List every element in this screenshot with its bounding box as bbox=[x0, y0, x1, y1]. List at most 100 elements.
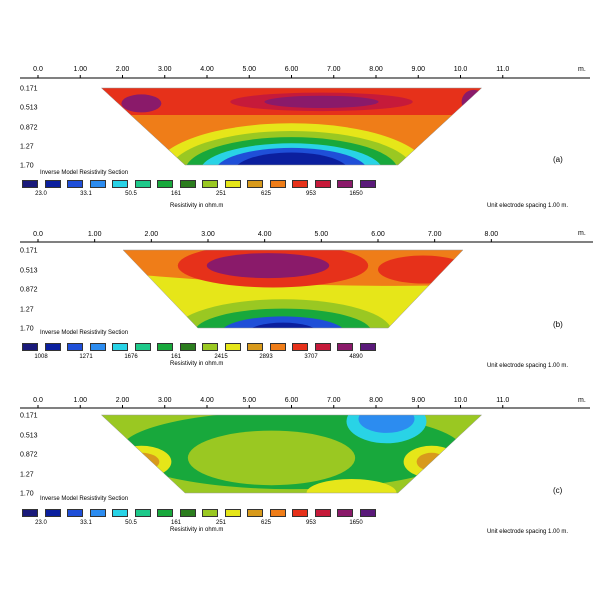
legend-value: 4890 bbox=[349, 354, 363, 360]
legend-swatch bbox=[247, 343, 263, 351]
x-tick-label: 4.00 bbox=[257, 231, 272, 238]
section-fill bbox=[123, 250, 463, 328]
depth-tick-label: 0.872 bbox=[20, 124, 38, 131]
legend-swatch bbox=[44, 343, 61, 351]
legend-caption: Resistivity in ohm.m bbox=[170, 527, 224, 533]
legend-swatch bbox=[67, 180, 83, 188]
section-outline bbox=[122, 249, 464, 329]
depth-tick-label: 1.70 bbox=[20, 162, 34, 170]
legend-swatch bbox=[202, 180, 218, 188]
legend-value: 33.1 bbox=[80, 520, 92, 526]
x-tick-label: 6.00 bbox=[371, 231, 385, 238]
section-title: Inverse Model Resistivity Section bbox=[40, 330, 129, 336]
section-title: Inverse Model Resistivity Section bbox=[40, 170, 129, 176]
legend-value: 953 bbox=[305, 520, 317, 526]
zone-purple bbox=[206, 253, 330, 279]
panel-label: (c) bbox=[553, 486, 563, 495]
legend-swatch bbox=[269, 343, 286, 351]
x-tick-label: 5.00 bbox=[242, 397, 257, 404]
x-unit-label: m. bbox=[578, 397, 586, 404]
legend-swatch bbox=[89, 180, 106, 188]
legend-value: 625 bbox=[260, 191, 272, 197]
depth-tick-label: 1.27 bbox=[20, 306, 34, 313]
legend-swatch bbox=[179, 509, 196, 517]
x-tick-label: 1.00 bbox=[87, 231, 102, 238]
depth-tick-label: 0.171 bbox=[20, 247, 38, 255]
x-tick-label: 8.00 bbox=[369, 397, 383, 404]
legend-swatch bbox=[44, 180, 61, 188]
legend-swatch bbox=[359, 180, 376, 188]
x-tick-label: 10.0 bbox=[453, 397, 468, 404]
panel-a: 0.0 1.00 2.00 3.00 4.00 5.00 6.00 7.00 8.00 9.00 1… bbox=[0, 0, 600, 209]
section-title: Inverse Model Resistivity Section bbox=[40, 496, 129, 502]
depth-tick-label: 0.513 bbox=[20, 432, 38, 439]
legend-swatch bbox=[247, 180, 263, 188]
panel-label: (b) bbox=[553, 320, 563, 329]
legend-swatch bbox=[314, 343, 331, 351]
legend-swatch bbox=[337, 509, 353, 517]
legend-swatch bbox=[292, 509, 308, 517]
x-tick-label: 1.00 bbox=[73, 66, 88, 73]
legend-value: 50.5 bbox=[125, 191, 137, 197]
x-tick-label: 1.00 bbox=[73, 397, 88, 404]
legend-caption: Resistivity in ohm.m bbox=[170, 203, 224, 209]
legend-swatch bbox=[269, 180, 286, 188]
legend-swatch bbox=[314, 509, 331, 517]
legend-swatch bbox=[67, 343, 83, 351]
x-tick-label: 4.00 bbox=[200, 397, 214, 404]
legend-swatch bbox=[359, 509, 376, 517]
legend-swatch bbox=[337, 180, 353, 188]
section-outline bbox=[100, 87, 483, 166]
x-tick-label: 8.00 bbox=[369, 66, 383, 73]
x-tick-label: 11.0 bbox=[496, 397, 510, 404]
legend-swatch bbox=[157, 180, 173, 188]
legend-swatch bbox=[292, 343, 308, 351]
zone-green bbox=[194, 308, 372, 328]
depth-tick-label: 0.872 bbox=[20, 286, 38, 294]
legend-swatch bbox=[134, 180, 151, 188]
x-unit-label: m. bbox=[578, 230, 586, 237]
legend-value: 23.0 bbox=[35, 520, 47, 526]
x-tick-label: 9.00 bbox=[411, 397, 426, 404]
x-tick-label: 7.00 bbox=[326, 66, 341, 73]
spacing-note: Unit electrode spacing 1.00 m. bbox=[486, 363, 568, 369]
spacing-note: Unit electrode spacing 1.00 m. bbox=[486, 203, 568, 209]
legend-swatch bbox=[179, 343, 196, 351]
legend-swatch bbox=[112, 343, 128, 351]
x-tick-label: 2.00 bbox=[115, 66, 130, 73]
zone-blue bbox=[358, 415, 415, 433]
legend-swatch bbox=[224, 509, 241, 517]
depth-tick-label: 0.513 bbox=[20, 104, 38, 112]
section-fill bbox=[101, 88, 482, 165]
x-tick-label: 6.00 bbox=[284, 397, 299, 404]
legend-swatch bbox=[44, 509, 61, 517]
legend-value: 3707 bbox=[304, 354, 318, 360]
depth-tick-label: 0.513 bbox=[20, 267, 38, 274]
legend-swatch bbox=[202, 509, 218, 517]
x-tick-label: 3.00 bbox=[201, 231, 215, 238]
legend-value: 161 bbox=[170, 520, 182, 526]
x-tick-label: 3.00 bbox=[157, 397, 172, 404]
x-tick-label: 11.0 bbox=[496, 66, 510, 73]
zone-brown-left bbox=[123, 452, 160, 471]
x-tick-label: 0.0 bbox=[33, 397, 43, 404]
zone-olive bbox=[187, 430, 356, 486]
x-tick-label: 2.00 bbox=[144, 231, 159, 238]
x-tick-label: 3.00 bbox=[157, 66, 172, 73]
legend-swatch bbox=[89, 509, 106, 517]
legend-swatch bbox=[134, 343, 151, 351]
depth-tick-label: 0.171 bbox=[20, 412, 38, 420]
legend-swatch bbox=[359, 343, 376, 351]
legend-value: 1676 bbox=[124, 354, 138, 360]
legend-swatch bbox=[22, 180, 38, 188]
legend-value: 1008 bbox=[34, 354, 48, 360]
legend-swatch bbox=[112, 180, 128, 188]
depth-tick-label: 1.27 bbox=[20, 471, 34, 478]
legend-swatch bbox=[292, 180, 308, 188]
x-tick-label: 8.00 bbox=[484, 231, 499, 238]
zone-blue bbox=[221, 316, 345, 328]
legend-swatch bbox=[179, 180, 196, 188]
legend-swatch bbox=[67, 509, 83, 517]
